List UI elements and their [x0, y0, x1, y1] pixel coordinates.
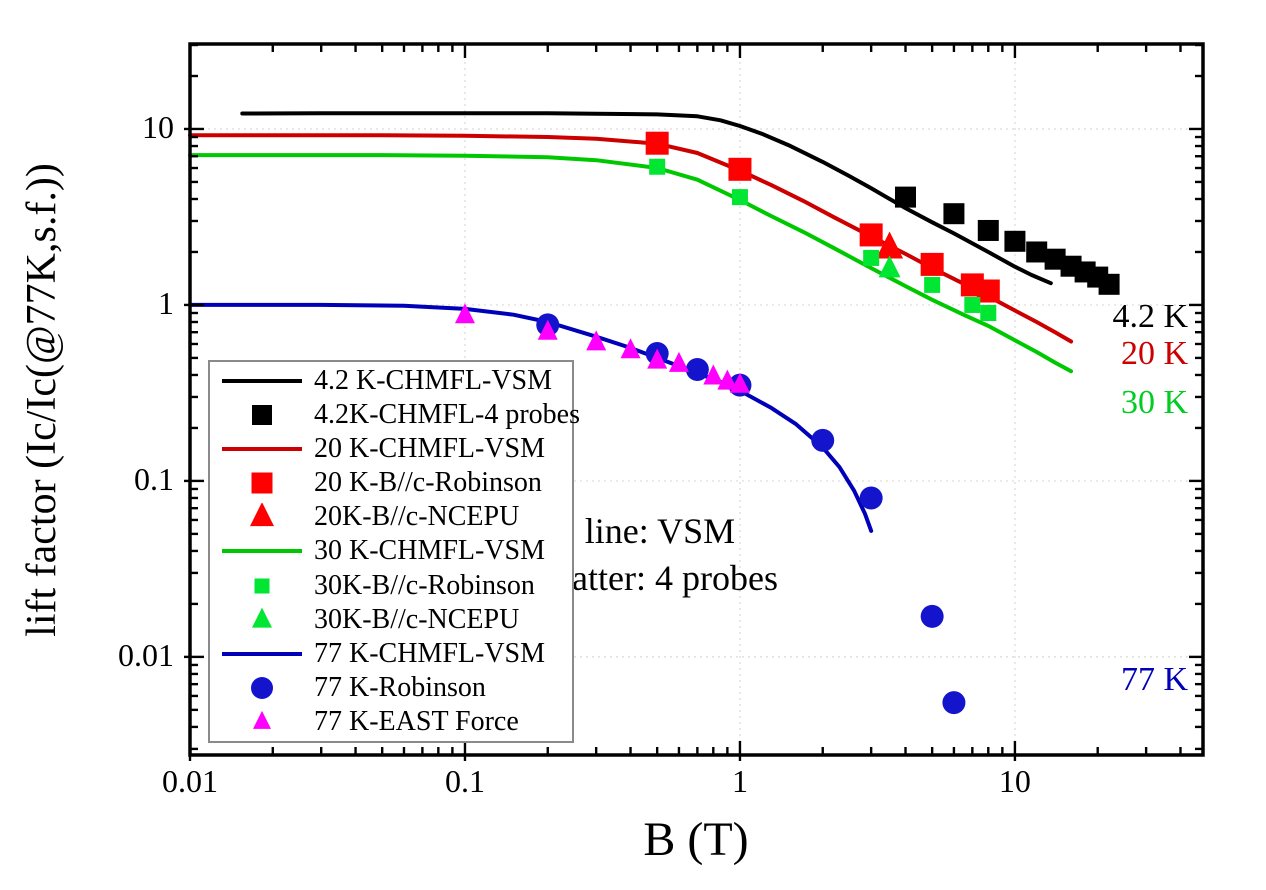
marker-4-2k-chmfl-4-probes [1004, 230, 1026, 252]
y-tick-label-0.1: 0.1 [134, 460, 174, 497]
legend-label: 30K-B//c-NCEPU [314, 603, 520, 635]
legend-label: 77 K-CHMFL-VSM [314, 637, 546, 669]
marker-77-k-east-force [537, 319, 558, 340]
legend-item-77-k-robinson: 77 K-Robinson [210, 672, 572, 704]
marker-20-k-b-c-robinson [920, 252, 944, 276]
legend-label: 77 K-EAST Force [314, 705, 519, 737]
legend-label: 20 K-B//c-Robinson [314, 467, 542, 499]
legend-item-20k-b-c-ncepu: 20K-B//c-NCEPU [210, 501, 572, 533]
legend-line-icon [210, 367, 314, 395]
marker-77-k-east-force [729, 372, 750, 393]
legend-label: 20 K-CHMFL-VSM [314, 433, 546, 465]
legend-line-icon [210, 640, 314, 668]
legend-label: 30 K-CHMFL-VSM [314, 535, 546, 567]
marker-77-k-east-force [586, 330, 607, 351]
legend-box: 4.2 K-CHMFL-VSM 4.2K-CHMFL-4 probes 20 K-C… [208, 360, 580, 743]
marker-4-2k-chmfl-4-probes [943, 203, 965, 225]
marker-30k-b-c-robinson [924, 276, 941, 293]
legend-item-30k-b-c-ncepu: 30K-B//c-NCEPU [210, 604, 572, 636]
marker-77-k-robinson [811, 428, 835, 452]
legend-line-icon [210, 537, 314, 565]
legend-item-77-k-east-force: 77 K-EAST Force [210, 706, 572, 738]
marker-4-2k-chmfl-4-probes [1044, 248, 1066, 270]
legend-label: 30K-B//c-Robinson [314, 569, 535, 601]
legend-triangle-icon [210, 708, 314, 736]
legend-item-20-k-b-c-robinson: 20 K-B//c-Robinson [210, 467, 572, 499]
legend-circle-icon [210, 674, 314, 702]
legend-item-77-k-chmfl-vsm: 77 K-CHMFL-VSM [210, 638, 572, 670]
curve-label-4-2-k: 4.2 K [1112, 298, 1188, 336]
y-tick-label-0.01: 0.01 [118, 636, 174, 673]
marker-20-k-b-c-robinson [976, 279, 1000, 303]
curve-30-k-chmfl-vsm [188, 153, 1074, 374]
marker-77-k-east-force [717, 369, 738, 390]
annotation-line-2: scatter: 4 probes [542, 558, 778, 598]
marker-77-k-robinson [859, 486, 883, 510]
legend-item-20-k-chmfl-vsm: 20 K-CHMFL-VSM [210, 433, 572, 465]
marker-77-k-east-force [647, 348, 668, 369]
legend-label: 4.2K-CHMFL-4 probes [314, 399, 580, 431]
legend-triangle-icon [210, 503, 314, 531]
legend-triangle-icon [210, 606, 314, 634]
marker-77-k-east-force [454, 303, 475, 324]
x-tick-label-0.01: 0.01 [162, 763, 218, 799]
legend-line-icon [210, 435, 314, 463]
marker-30k-b-c-robinson [863, 249, 880, 266]
y-tick-label-1: 1 [158, 284, 174, 321]
marker-77-k-robinson [920, 604, 944, 628]
marker-30k-b-c-robinson [964, 296, 981, 313]
y-tick-label-10: 10 [142, 108, 174, 145]
curve-label-20-k: 20 K [1120, 335, 1188, 373]
legend-item-4-2k-chmfl-4-probes: 4.2K-CHMFL-4 probes [210, 399, 580, 431]
y-axis-title: lift factor (Ic/Ic(@77K,s.f.)) [19, 163, 65, 637]
legend-item-30-k-chmfl-vsm: 30 K-CHMFL-VSM [210, 535, 572, 567]
marker-30k-b-c-robinson [731, 189, 748, 206]
marker-20-k-b-c-robinson [645, 131, 669, 155]
marker-20-k-b-c-robinson [859, 223, 883, 247]
annotation-line-1: line: VSM [584, 511, 736, 551]
marker-4-2k-chmfl-4-probes [895, 186, 917, 208]
legend-square-icon [210, 401, 314, 429]
marker-30k-b-c-ncepu [878, 255, 901, 278]
marker-4-2k-chmfl-4-probes [1098, 273, 1120, 295]
marker-4-2k-chmfl-4-probes [1026, 241, 1048, 263]
legend-item-30k-b-c-robinson: 30K-B//c-Robinson [210, 570, 572, 602]
legend-label: 20K-B//c-NCEPU [314, 501, 520, 533]
legend-label: 4.2 K-CHMFL-VSM [314, 365, 553, 397]
plot-annotation: line: VSM scatter: 4 probes [542, 508, 778, 602]
x-tick-label-10: 10 [998, 763, 1031, 799]
marker-77-k-east-force [620, 338, 641, 359]
curve-4-2-k-chmfl-vsm [240, 111, 1053, 286]
x-tick-label-1: 1 [731, 763, 748, 799]
marker-77-k-east-force [668, 351, 689, 372]
legend-square-icon [210, 469, 314, 497]
curve-label-77-k: 77 K [1120, 660, 1188, 698]
curve-label-30-k: 30 K [1120, 384, 1188, 421]
marker-77-k-robinson [942, 691, 966, 715]
marker-4-2k-chmfl-4-probes [977, 219, 999, 241]
curve-20-k-chmfl-vsm [188, 133, 1074, 344]
legend-label: 77 K-Robinson [314, 671, 486, 703]
marker-20k-b-c-ncepu [876, 231, 904, 259]
marker-20-k-b-c-robinson [728, 157, 752, 181]
legend-item-4-2-k-chmfl-vsm: 4.2 K-CHMFL-VSM [210, 365, 572, 397]
marker-30k-b-c-robinson [649, 158, 666, 175]
marker-77-k-east-force [703, 364, 724, 385]
marker-30k-b-c-robinson [980, 304, 997, 321]
legend-square-icon [210, 572, 314, 600]
marker-77-k-robinson [685, 357, 709, 381]
x-axis-title: B (T) [643, 813, 749, 866]
x-tick-label-0.1: 0.1 [444, 763, 485, 799]
